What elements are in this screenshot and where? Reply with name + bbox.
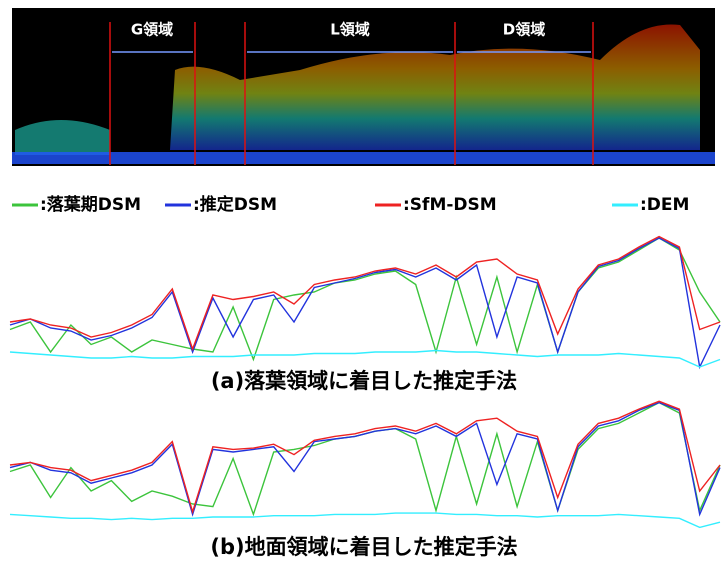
series-line <box>10 351 720 368</box>
chart-caption: (a)落葉領域に着目した推定手法 <box>211 369 517 393</box>
region-label: L領域 <box>330 21 370 39</box>
legend-label: :落葉期DSM <box>40 194 141 215</box>
legend-label: :推定DSM <box>193 194 277 215</box>
page: G領域 L領域 D領域 :落葉期DSM :推定DSM :SfM-DSM :DEM (a… <box>0 0 728 565</box>
point-cloud: G領域 L領域 D領域 <box>12 8 715 166</box>
series-line <box>10 513 720 527</box>
figure: G領域 L領域 D領域 :落葉期DSM :推定DSM :SfM-DSM :DEM (a… <box>0 0 728 561</box>
region-label: D領域 <box>503 21 545 39</box>
legend-label: :DEM <box>640 195 689 215</box>
legend-label: :SfM-DSM <box>403 195 497 215</box>
series-line <box>10 237 720 350</box>
low-vegetation <box>15 120 110 155</box>
chart-caption: (b)地面領域に着目した推定手法 <box>210 535 517 559</box>
charts: (a)落葉領域に着目した推定手法 (b)地面領域に着目した推定手法 <box>10 237 720 560</box>
legend: :落葉期DSM :推定DSM :SfM-DSM :DEM <box>12 194 689 215</box>
ground <box>12 152 715 164</box>
series-line <box>10 238 720 360</box>
series-line <box>10 238 720 367</box>
series-line <box>10 401 720 512</box>
region-label: G領域 <box>131 21 173 39</box>
